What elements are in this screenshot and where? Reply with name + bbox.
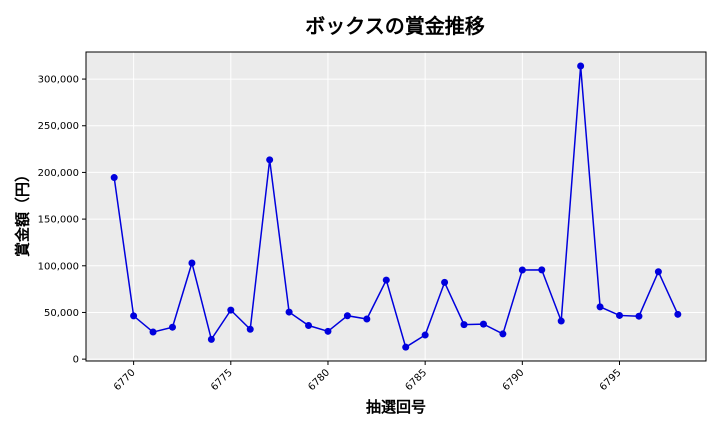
data-point xyxy=(207,335,215,343)
data-point xyxy=(363,315,371,323)
data-point xyxy=(441,278,449,286)
data-point xyxy=(343,312,351,320)
y-tick-label: 200,000 xyxy=(38,168,79,179)
y-tick-label: 150,000 xyxy=(38,215,79,226)
data-point xyxy=(654,268,662,276)
data-point xyxy=(635,312,643,320)
data-point xyxy=(305,322,313,330)
data-point xyxy=(149,328,157,336)
data-point xyxy=(246,325,254,333)
x-tick-label: 6790 xyxy=(501,367,527,393)
data-point xyxy=(499,330,507,338)
data-point xyxy=(266,156,274,164)
data-point xyxy=(168,323,176,331)
x-axis-label: 抽選回号 xyxy=(365,398,426,416)
y-axis-label: 賞金額（円） xyxy=(13,166,32,258)
data-point xyxy=(110,174,118,182)
data-point xyxy=(616,311,624,319)
x-tick-label: 6775 xyxy=(209,367,235,393)
x-tick-label: 6795 xyxy=(598,367,624,393)
data-point xyxy=(538,266,546,274)
x-tick-label: 6780 xyxy=(306,367,332,393)
data-point xyxy=(421,331,429,339)
data-point xyxy=(596,303,604,311)
x-tick-label: 6785 xyxy=(403,367,429,393)
chart-title: ボックスの賞金推移 xyxy=(305,14,485,38)
data-point xyxy=(324,327,332,335)
data-point xyxy=(557,317,565,325)
plot-background-rect xyxy=(86,52,706,361)
data-point xyxy=(227,306,235,314)
y-tick-label: 0 xyxy=(73,355,79,366)
y-tick-label: 250,000 xyxy=(38,121,79,132)
data-point xyxy=(285,308,293,316)
data-point xyxy=(479,320,487,328)
y-tick-label: 100,000 xyxy=(38,261,79,272)
plot-frame xyxy=(85,51,707,362)
data-point xyxy=(188,259,196,267)
series-line xyxy=(113,65,679,349)
data-point xyxy=(130,312,138,320)
plot-background xyxy=(86,52,706,361)
data-point xyxy=(518,266,526,274)
data-point xyxy=(460,321,468,329)
data-point xyxy=(674,310,682,318)
series-layer xyxy=(110,62,682,351)
x-tick-label: 6770 xyxy=(112,367,138,393)
data-point xyxy=(577,62,585,70)
y-tick-label: 50,000 xyxy=(44,308,79,319)
data-point xyxy=(402,343,410,351)
data-point xyxy=(382,276,390,284)
y-tick-label: 300,000 xyxy=(38,75,79,86)
